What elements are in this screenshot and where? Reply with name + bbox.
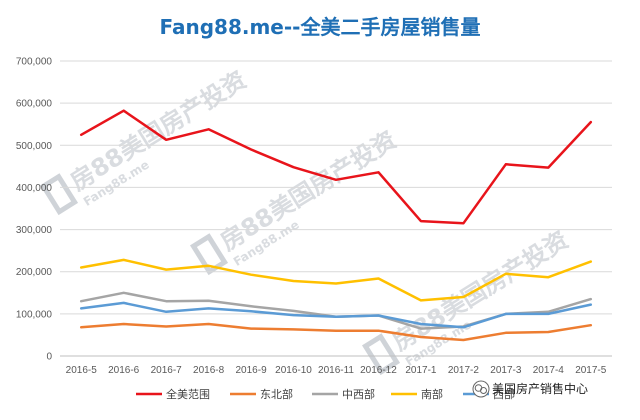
watermark-logo-shape xyxy=(40,173,79,216)
legend-item: 中西部 xyxy=(312,387,375,401)
y-tick-label: 200,000 xyxy=(16,267,53,278)
credit-text: 美国房产销售中心 xyxy=(492,381,588,396)
y-tick-label: 600,000 xyxy=(16,99,53,110)
x-tick-label: 2017-2 xyxy=(448,365,480,376)
series-line xyxy=(79,301,593,329)
x-tick-label: 2017-5 xyxy=(575,365,607,376)
series-line xyxy=(79,109,593,225)
y-tick-label: 300,000 xyxy=(16,225,53,236)
grid-layer xyxy=(60,60,612,357)
x-tick-label: 2016-6 xyxy=(108,365,140,376)
x-tick-label: 2016-8 xyxy=(193,365,225,376)
x-tick-label: 2016-5 xyxy=(66,365,98,376)
legend-label: 中西部 xyxy=(342,387,375,401)
x-tick-label: 2016-9 xyxy=(236,365,268,376)
x-tick-label: 2016-10 xyxy=(275,365,312,376)
y-axis: 0 100,000 200,000 300,000 400,000 500,000 600,… xyxy=(16,57,53,363)
watermark-logo-shape xyxy=(362,333,401,376)
legend-item: 南部 xyxy=(391,387,443,401)
x-axis: 2016-5 2016-6 2016-7 2016-8 2016-9 2016-10 201… xyxy=(66,365,607,376)
legend-label: 东北部 xyxy=(260,387,293,401)
x-tick-label: 2017-3 xyxy=(490,365,522,376)
y-tick-label: 100,000 xyxy=(16,309,53,320)
y-tick-label: 0 xyxy=(46,352,52,363)
y-tick-label: 500,000 xyxy=(16,141,53,152)
chart-title: Fang88.me--全美二手房屋销售量 xyxy=(160,15,481,39)
legend-item: 东北部 xyxy=(230,387,293,401)
legend-label: 全美范围 xyxy=(166,387,210,401)
x-tick-label: 2016-7 xyxy=(151,365,183,376)
x-tick-label: 2016-11 xyxy=(318,365,354,376)
x-tick-label: 2017-4 xyxy=(533,365,565,376)
x-tick-label: 2017-1 xyxy=(405,365,437,376)
legend-label: 南部 xyxy=(421,387,443,401)
wechat-icon xyxy=(472,380,490,398)
series-layer xyxy=(79,109,593,342)
y-tick-label: 700,000 xyxy=(16,57,53,68)
legend: 全美范围 东北部 中西部 南部 西部 xyxy=(136,387,515,401)
series-line xyxy=(79,258,593,302)
legend-label: 西部 xyxy=(493,387,515,401)
watermark-text: 房88美国房产投资 xyxy=(65,66,251,196)
credit: 美国房产销售中心 xyxy=(472,380,588,398)
x-tick-label: 2016-12 xyxy=(360,365,397,376)
series-line xyxy=(79,322,593,342)
y-tick-label: 400,000 xyxy=(16,183,53,194)
legend-item: 全美范围 xyxy=(136,387,210,401)
